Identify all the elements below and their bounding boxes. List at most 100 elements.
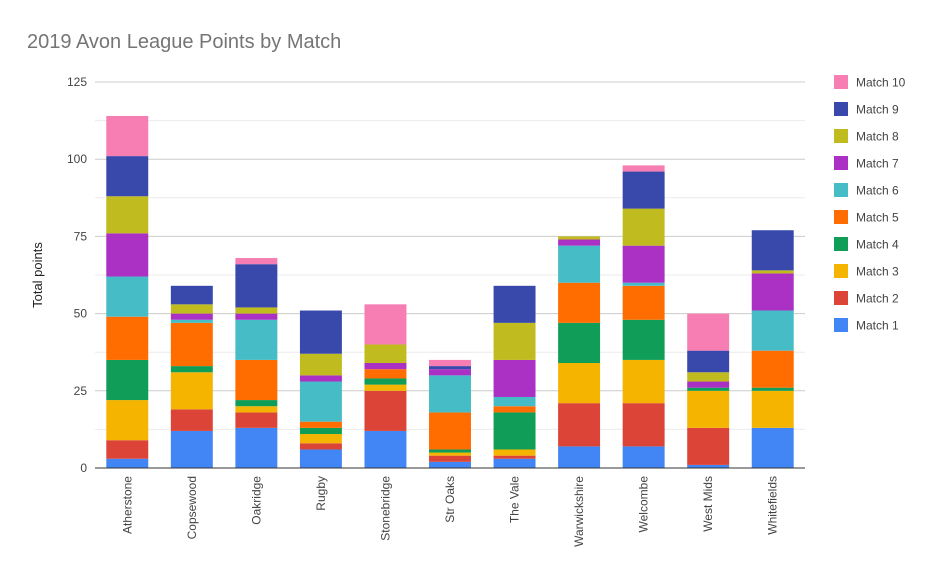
- bar-segment: [364, 363, 407, 370]
- bar-segment: [622, 403, 665, 447]
- y-tick-label: 50: [74, 307, 88, 321]
- bar-segment: [751, 427, 794, 468]
- bar-segment: [364, 384, 407, 391]
- bar-segment: [299, 421, 342, 428]
- bar-segment: [299, 310, 342, 354]
- x-tick-label: Whitefields: [766, 476, 780, 535]
- x-tick-label: Welcombe: [637, 476, 651, 533]
- bar-segment: [558, 363, 601, 404]
- bar-segment: [622, 359, 665, 404]
- legend-label: Match 10: [856, 76, 906, 90]
- bar-segment: [558, 282, 601, 323]
- legend-label: Match 9: [856, 103, 899, 117]
- bar-segment: [429, 461, 471, 468]
- bar-segment: [493, 396, 536, 407]
- y-tick-label: 75: [74, 229, 88, 243]
- bar-segment: [493, 455, 536, 459]
- bar-segment: [558, 446, 601, 468]
- bar-segment: [235, 412, 278, 428]
- legend-swatch: [834, 102, 848, 116]
- bar-segment: [106, 276, 149, 317]
- x-tick-label: Warwickshire: [572, 476, 586, 547]
- bar-segment: [235, 427, 278, 468]
- bar-segment: [235, 258, 278, 265]
- bar-segment: [429, 452, 471, 456]
- bar-segment: [106, 440, 149, 459]
- bar-segment: [299, 353, 342, 376]
- y-tick-label: 0: [80, 461, 87, 475]
- bar-segment: [106, 458, 149, 468]
- bar-segment: [622, 245, 665, 283]
- bar-segment: [493, 406, 536, 413]
- bar-segment: [429, 369, 471, 376]
- y-axis-title: Total points: [30, 242, 45, 308]
- x-tick-label: Oakridge: [249, 476, 263, 525]
- bar-segment: [235, 400, 278, 407]
- x-tick-label: Atherstone: [120, 476, 134, 534]
- legend-label: Match 4: [856, 238, 899, 252]
- legend-swatch: [834, 183, 848, 197]
- bar-segment: [106, 233, 149, 277]
- bar-segment: [429, 375, 471, 413]
- bar-segment: [751, 350, 794, 388]
- bar-segment: [299, 381, 342, 422]
- bar-segment: [493, 285, 536, 323]
- bar-segment: [299, 375, 342, 382]
- bar-segment: [751, 273, 794, 311]
- bar-segment: [364, 430, 407, 468]
- bar-segment: [106, 359, 149, 401]
- bar-segment: [170, 372, 213, 410]
- bar-segment: [751, 387, 794, 391]
- y-tick-label: 25: [74, 384, 88, 398]
- bar-segment: [106, 196, 149, 234]
- bar-segment: [429, 412, 471, 450]
- bar-segment: [493, 412, 536, 450]
- bar-segment: [751, 310, 794, 351]
- bar-segment: [687, 387, 730, 391]
- bar-segment: [235, 406, 278, 413]
- bar-segment: [235, 313, 278, 320]
- y-axis-tick-labels: 0 25 50 75 100 125: [67, 75, 87, 475]
- bar-segment: [493, 458, 536, 468]
- bar-segment: [364, 369, 407, 379]
- bar-segment: [558, 322, 601, 364]
- legend-swatch: [834, 75, 848, 89]
- bar-segment: [170, 319, 213, 323]
- bar-segment: [429, 449, 471, 453]
- bar-segment: [235, 319, 278, 360]
- bar-segment: [493, 322, 536, 360]
- bar-segment: [235, 359, 278, 401]
- x-tick-label: Copsewood: [185, 476, 199, 539]
- bar-segment: [429, 359, 471, 367]
- bar-segment: [364, 390, 407, 431]
- legend-label: Match 3: [856, 265, 899, 279]
- bars: [106, 115, 794, 468]
- bar-segment: [299, 449, 342, 468]
- legend-label: Match 7: [856, 157, 899, 171]
- chart-title: 2019 Avon League Points by Match: [27, 31, 342, 53]
- x-tick-label: Stonebridge: [378, 476, 392, 541]
- y-tick-label: 125: [67, 75, 87, 89]
- legend-swatch: [834, 318, 848, 332]
- legend-label: Match 8: [856, 130, 899, 144]
- bar-segment: [687, 350, 730, 373]
- bar-segment: [106, 316, 149, 360]
- bar-segment: [622, 319, 665, 360]
- x-tick-label: Str Oaks: [443, 476, 457, 523]
- bar-segment: [106, 156, 149, 197]
- bar-segment: [622, 282, 665, 286]
- y-tick-label: 100: [67, 152, 87, 166]
- bar-segment: [170, 409, 213, 431]
- bar-segment: [364, 378, 407, 385]
- bar-segment: [364, 304, 407, 345]
- bar-segment: [751, 230, 794, 271]
- legend-swatch: [834, 237, 848, 251]
- bar-segment: [687, 464, 730, 468]
- bar-segment: [622, 165, 665, 172]
- legend-label: Match 6: [856, 184, 899, 198]
- bar-segment: [170, 322, 213, 367]
- bar-segment: [299, 443, 342, 450]
- legend-label: Match 1: [856, 319, 899, 333]
- x-tick-label: The Vale: [508, 476, 522, 523]
- bar-segment: [687, 427, 730, 465]
